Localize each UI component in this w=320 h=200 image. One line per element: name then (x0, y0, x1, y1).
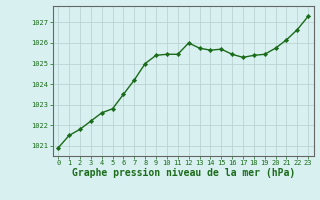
X-axis label: Graphe pression niveau de la mer (hPa): Graphe pression niveau de la mer (hPa) (72, 168, 295, 178)
